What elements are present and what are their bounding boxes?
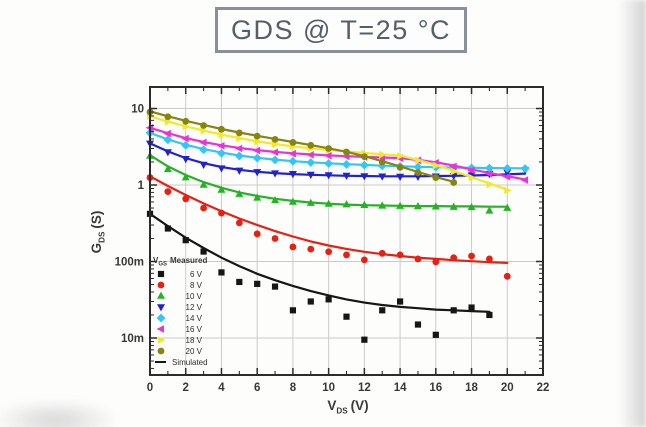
svg-text:10: 10	[131, 104, 144, 116]
series-markers-6V	[146, 210, 493, 343]
legend-label: Simulated	[172, 357, 208, 367]
x-axis-label: VDS (V)	[327, 398, 369, 416]
axis-ticks	[149, 87, 544, 375]
legend-entry-14V: 14 V	[153, 313, 257, 324]
series-line-12V	[148, 142, 527, 178]
series-markers-12V	[146, 140, 530, 181]
legend-entry-20V: 20 V	[153, 346, 257, 357]
svg-text:100m: 100m	[115, 257, 144, 269]
svg-text:22: 22	[537, 382, 550, 394]
tick-labels: 0 2 4 6 8 10 12 14 16 18 20 22 10 1 100m 10m	[115, 104, 550, 395]
circle-marker-icon	[157, 281, 165, 289]
diamond-marker-icon	[156, 313, 166, 323]
square-marker-icon	[157, 270, 165, 278]
legend-entry-8V: 8 V	[153, 280, 257, 291]
legend-label: 20 V	[185, 346, 202, 356]
legend-label: 14 V	[185, 313, 202, 323]
legend-label: 6 V	[189, 269, 202, 279]
chart-title-box: GDS @ T=25 °C	[215, 7, 467, 53]
legend-entry-16V: 16 V	[153, 324, 257, 335]
legend-label: 18 V	[185, 335, 202, 345]
legend-header: VGS Measured	[153, 256, 208, 268]
simulated-line-icon	[155, 361, 166, 364]
legend-label: 10 V	[185, 291, 202, 301]
svg-text:12: 12	[358, 382, 371, 394]
legend-label: 12 V	[185, 302, 202, 312]
legend-entry-10V: 10 V	[153, 291, 257, 302]
chart-title: GDS @ T=25 °C	[230, 14, 452, 45]
svg-text:1: 1	[138, 180, 145, 192]
legend-label: 8 V	[189, 280, 202, 290]
legend-entry-12V: 12 V	[153, 302, 257, 313]
svg-text:4: 4	[218, 382, 225, 394]
series-line-16V	[148, 126, 527, 181]
triangle-down-marker-icon	[157, 304, 165, 312]
series-markers-8V	[146, 174, 511, 280]
legend-label: 16 V	[185, 324, 202, 334]
svg-text:8: 8	[290, 382, 297, 394]
triangle-right-marker-icon	[158, 336, 166, 344]
plot-area	[150, 87, 543, 375]
triangle-left-marker-icon	[156, 325, 164, 333]
legend-entry-6V: 6 V	[153, 269, 257, 280]
svg-text:10m: 10m	[121, 333, 144, 345]
svg-text:2: 2	[183, 382, 189, 394]
svg-text:10: 10	[322, 382, 335, 394]
svg-text:0: 0	[147, 382, 153, 394]
svg-text:6: 6	[254, 382, 260, 394]
series-markers-10V	[146, 151, 512, 214]
svg-text:16: 16	[429, 382, 442, 394]
series-line-8V	[148, 175, 509, 264]
svg-text:18: 18	[465, 382, 478, 394]
triangle-up-marker-icon	[157, 291, 165, 299]
legend-entry-18V: 18 V	[153, 335, 257, 346]
legend-entry-simulated: Simulated	[153, 357, 257, 368]
y-axis-label: GDS(S)	[89, 210, 107, 254]
circle-marker-icon	[157, 347, 165, 355]
svg-text:14: 14	[394, 382, 407, 394]
svg-text:20: 20	[501, 382, 514, 394]
series-markers-20V	[146, 108, 458, 186]
series-markers-14V	[145, 128, 530, 173]
